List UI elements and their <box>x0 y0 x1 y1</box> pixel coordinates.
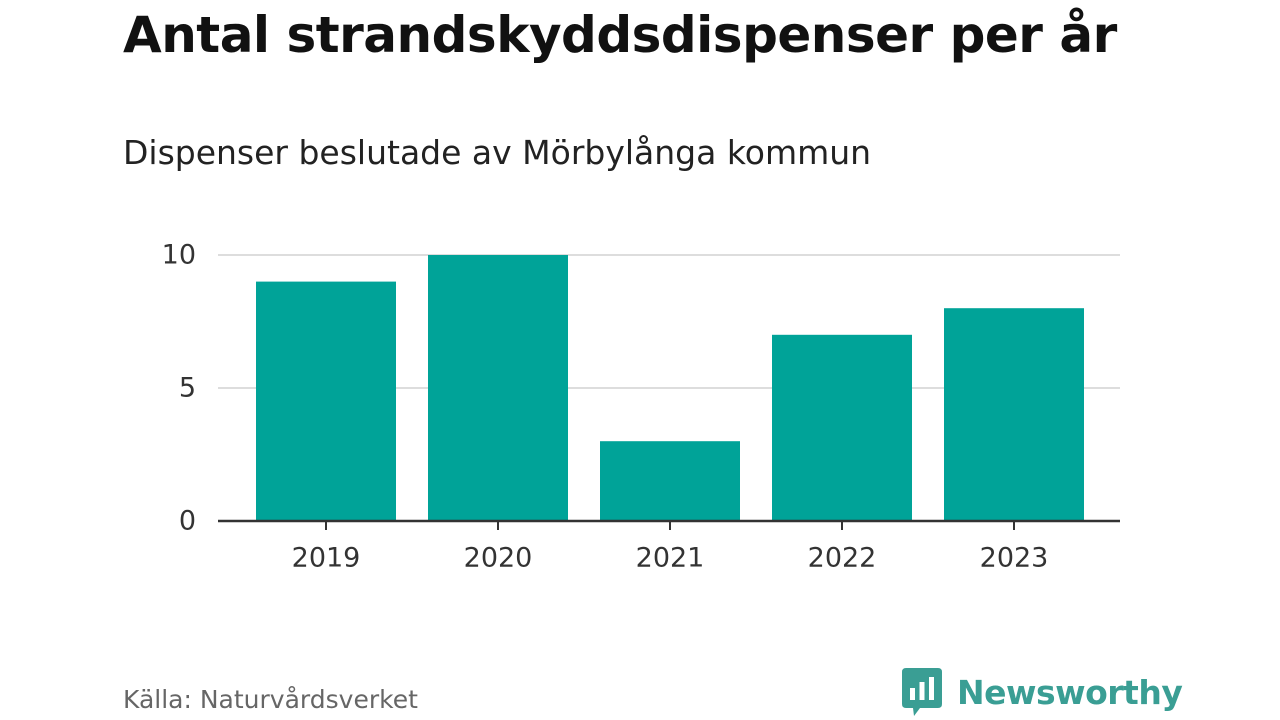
bar <box>600 441 740 521</box>
bar <box>428 255 568 521</box>
bar <box>944 308 1084 521</box>
x-tick-label: 2020 <box>464 543 533 574</box>
x-tick-label: 2021 <box>636 543 705 574</box>
newsworthy-logo-icon <box>902 668 942 716</box>
y-tick-label: 5 <box>179 373 196 404</box>
y-tick-label: 10 <box>162 240 196 271</box>
bar <box>256 281 396 521</box>
x-axis-tick-labels: 2019 2020 2021 2022 2023 <box>292 543 1049 574</box>
source-note: Källa: Naturvårdsverket <box>123 685 418 714</box>
chart-subtitle: Dispenser beslutade av Mörbylånga kommun <box>123 133 872 172</box>
brand-name: Newsworthy <box>957 672 1183 712</box>
newsworthy-brand: Newsworthy <box>902 668 1183 716</box>
x-tick-label: 2023 <box>980 543 1049 574</box>
x-tick-label: 2022 <box>808 543 877 574</box>
chart-title: Antal strandskyddsdispenser per år <box>123 6 1117 64</box>
bars <box>256 255 1084 521</box>
y-tick-label: 0 <box>179 506 196 537</box>
x-tick-label: 2019 <box>292 543 361 574</box>
bar <box>772 334 912 521</box>
x-axis-ticks <box>325 521 1015 530</box>
y-axis-tick-labels: 0 5 10 <box>162 240 196 537</box>
